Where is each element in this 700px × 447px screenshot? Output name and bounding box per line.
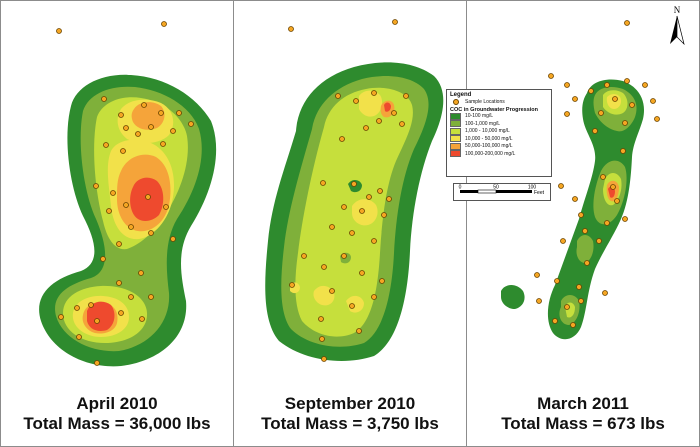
legend-class-row: 10,000 - 50,000 mg/L xyxy=(450,135,548,143)
panel-march-2011: March 2011 Total Mass = 673 lbs xyxy=(466,0,700,447)
north-arrow-icon: N xyxy=(670,5,685,46)
legend-class-label: 100-1,000 mg/L xyxy=(465,120,501,127)
panel-date: April 2010 xyxy=(76,394,158,413)
scale-bar: 0 50 100 Feet xyxy=(453,183,551,201)
legend-class-label: 10-100 mg/L xyxy=(465,113,494,120)
panel-april-2010: April 2010 Total Mass = 36,000 lbs xyxy=(0,0,234,447)
legend-class-label: 100,000-200,000 mg/L xyxy=(465,150,516,157)
legend-class-label: 10,000 - 50,000 mg/L xyxy=(465,135,513,142)
legend-class-row: 100,000-200,000 mg/L xyxy=(450,150,548,158)
panel-total-mass: Total Mass = 3,750 lbs xyxy=(261,414,439,433)
panel-caption: March 2011 Total Mass = 673 lbs xyxy=(467,394,699,434)
scale-tick-0: 0 xyxy=(459,185,462,191)
north-label: N xyxy=(674,5,681,15)
legend-swatch xyxy=(450,150,461,158)
plume-map-march-2011 xyxy=(501,20,660,340)
plume-map-september-2010 xyxy=(265,19,444,362)
panel-caption: September 2010 Total Mass = 3,750 lbs xyxy=(234,394,466,434)
panel-total-mass: Total Mass = 36,000 lbs xyxy=(23,414,211,433)
legend-class-row: 50,000-100,000 mg/L xyxy=(450,142,548,151)
legend-class-row: 10-100 mg/L xyxy=(450,112,548,121)
panel-date: September 2010 xyxy=(284,394,416,413)
legend-class-row: 1,000 - 10,000 mg/L xyxy=(450,127,548,136)
scale-tick-50: 50 xyxy=(493,185,499,191)
legend-swatch xyxy=(450,112,461,120)
legend-sample-label: Sample Locations xyxy=(465,98,505,105)
legend-class-label: 1,000 - 10,000 mg/L xyxy=(465,128,510,135)
plume-map-april-2010 xyxy=(39,21,217,367)
legend-swatch xyxy=(450,142,461,150)
legend-title: Legend xyxy=(450,92,472,98)
legend-class-row: 100-1,000 mg/L xyxy=(450,120,548,128)
legend-swatch xyxy=(450,120,461,128)
sample-points-march-2011 xyxy=(534,20,660,328)
scale-unit: Feet xyxy=(534,190,545,196)
legend-sample-row: Sample Locations xyxy=(450,98,548,106)
sample-points-september-2010 xyxy=(288,19,409,362)
panel-september-2010: September 2010 Total Mass = 3,750 lbs xyxy=(233,0,467,447)
scale-tick-100: 100 xyxy=(528,185,537,191)
panel-total-mass: Total Mass = 673 lbs xyxy=(501,414,665,433)
sample-location-symbol xyxy=(453,98,459,105)
scale-bar-graphic: 0 50 100 Feet xyxy=(459,185,545,197)
panel-date: March 2011 xyxy=(537,394,629,413)
panel-caption: April 2010 Total Mass = 36,000 lbs xyxy=(1,394,233,434)
legend-swatch xyxy=(450,127,461,135)
map-legend: Legend Sample Locations COC in Groundwat… xyxy=(446,89,552,177)
legend-swatch xyxy=(450,135,461,143)
sample-points-april-2010 xyxy=(56,21,194,366)
legend-class-label: 50,000-100,000 mg/L xyxy=(465,143,513,150)
legend-subtitle: COC in Groundwater Progression xyxy=(450,106,539,113)
